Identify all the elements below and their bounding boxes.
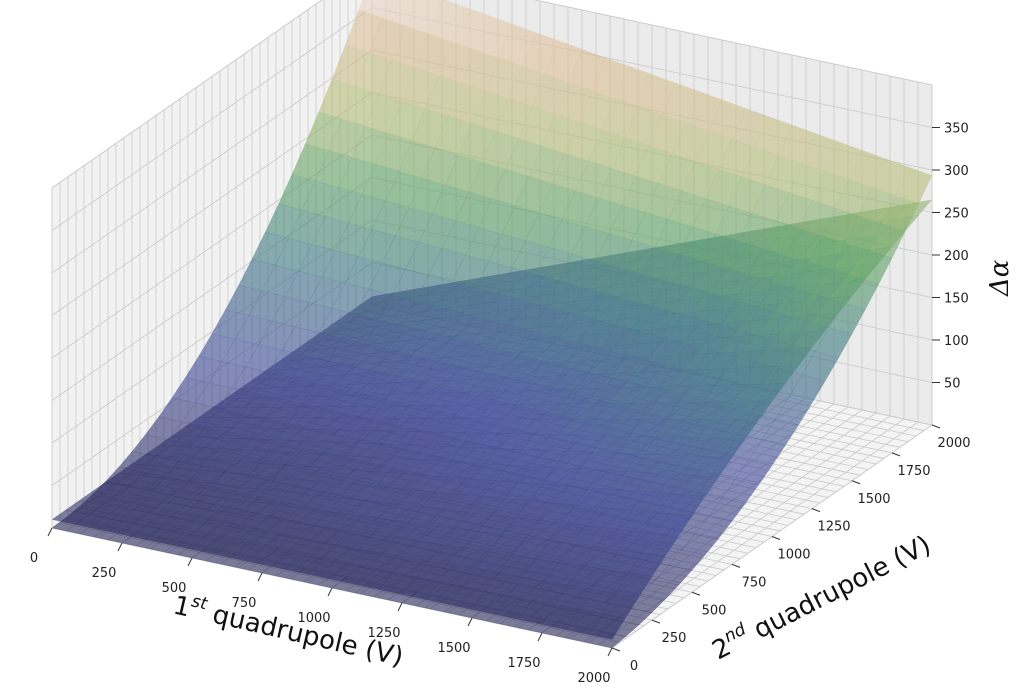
x-tick-label: 0 bbox=[30, 551, 38, 566]
surface-patch bbox=[381, 0, 416, 27]
y-tick-mark bbox=[851, 480, 861, 485]
y-tick-label: 1000 bbox=[777, 548, 810, 563]
x-tick-mark bbox=[117, 542, 123, 552]
surface-patch bbox=[748, 383, 786, 403]
z-tick-label: 350 bbox=[944, 122, 969, 137]
surface-patch bbox=[814, 327, 853, 359]
surface-patch bbox=[588, 631, 626, 649]
y-tick-mark bbox=[771, 536, 781, 540]
z-tick-label: 50 bbox=[944, 377, 961, 392]
surface-patch bbox=[708, 498, 746, 522]
surface-patch bbox=[734, 459, 773, 486]
x-tick-mark bbox=[397, 602, 403, 612]
y-axis-ticks: 0 250 500 750 1000 1250 1500 1750 2000 bbox=[611, 424, 971, 674]
x-tick-label: 1750 bbox=[507, 656, 540, 671]
y-tick-label: 0 bbox=[630, 659, 638, 674]
z-tick-label: 250 bbox=[944, 207, 969, 222]
wall-grid-line bbox=[51, 49, 373, 274]
surfaces bbox=[51, 0, 933, 649]
x-axis-ticks: 0 250 500 750 1000 1250 1500 1750 2000 bbox=[30, 527, 613, 686]
surface-patch bbox=[694, 515, 733, 539]
y-tick-label: 1750 bbox=[897, 464, 930, 479]
x-tick-mark bbox=[47, 527, 53, 537]
y-tick-mark bbox=[891, 452, 901, 457]
y-tick-mark bbox=[611, 647, 621, 652]
z-axis-ticks: 50 100 150 200 250 300 350 bbox=[932, 122, 969, 392]
z-tick-label: 200 bbox=[944, 249, 969, 264]
x-tick-label: 1500 bbox=[437, 641, 470, 656]
wall-grid-line bbox=[51, 7, 373, 231]
y-tick-label: 500 bbox=[702, 603, 727, 618]
x-tick-mark bbox=[327, 587, 333, 597]
wall-grid-line bbox=[51, 0, 323, 189]
z-axis-label: Δα bbox=[985, 259, 1015, 297]
y-tick-mark bbox=[731, 563, 741, 568]
surface-patch bbox=[828, 279, 866, 299]
y-tick-label: 1250 bbox=[817, 520, 850, 535]
surface-patch bbox=[668, 549, 706, 571]
y-tick-label: 750 bbox=[742, 575, 767, 590]
surface-patch bbox=[654, 513, 693, 537]
y-tick-mark bbox=[651, 619, 661, 624]
x-tick-label: 1250 bbox=[367, 626, 400, 641]
surface-patch bbox=[708, 437, 746, 458]
x-tick-mark bbox=[257, 572, 263, 582]
x-tick-label: 250 bbox=[92, 566, 117, 581]
x-tick-label: 1000 bbox=[297, 611, 330, 626]
y-tick-mark bbox=[931, 424, 941, 429]
surface-patch bbox=[694, 456, 733, 478]
surface-patch bbox=[641, 579, 680, 600]
x-tick-mark bbox=[607, 647, 613, 657]
surface-patch bbox=[814, 295, 853, 316]
wall-grid-line bbox=[533, 0, 933, 86]
z-tick-label: 150 bbox=[944, 292, 969, 307]
x-tick-label: 500 bbox=[162, 581, 187, 596]
y-tick-mark bbox=[691, 591, 701, 596]
x-tick-label: 750 bbox=[232, 596, 257, 611]
surface-patch bbox=[628, 552, 666, 577]
surface-patch bbox=[774, 396, 813, 426]
z-tick-label: 100 bbox=[944, 334, 969, 349]
x-tick-mark bbox=[467, 617, 473, 627]
y-tick-mark bbox=[811, 508, 821, 513]
surface-patch bbox=[681, 533, 720, 555]
surface-patch bbox=[894, 166, 933, 205]
z-tick-label: 300 bbox=[944, 164, 969, 179]
x-tick-mark bbox=[537, 632, 543, 642]
y-tick-label: 250 bbox=[662, 631, 687, 646]
y-tick-label: 1500 bbox=[857, 492, 890, 507]
y-tick-label: 2000 bbox=[937, 436, 970, 451]
x-tick-mark bbox=[187, 557, 193, 567]
x-tick-label: 2000 bbox=[577, 671, 610, 686]
surface-patch bbox=[748, 439, 786, 466]
